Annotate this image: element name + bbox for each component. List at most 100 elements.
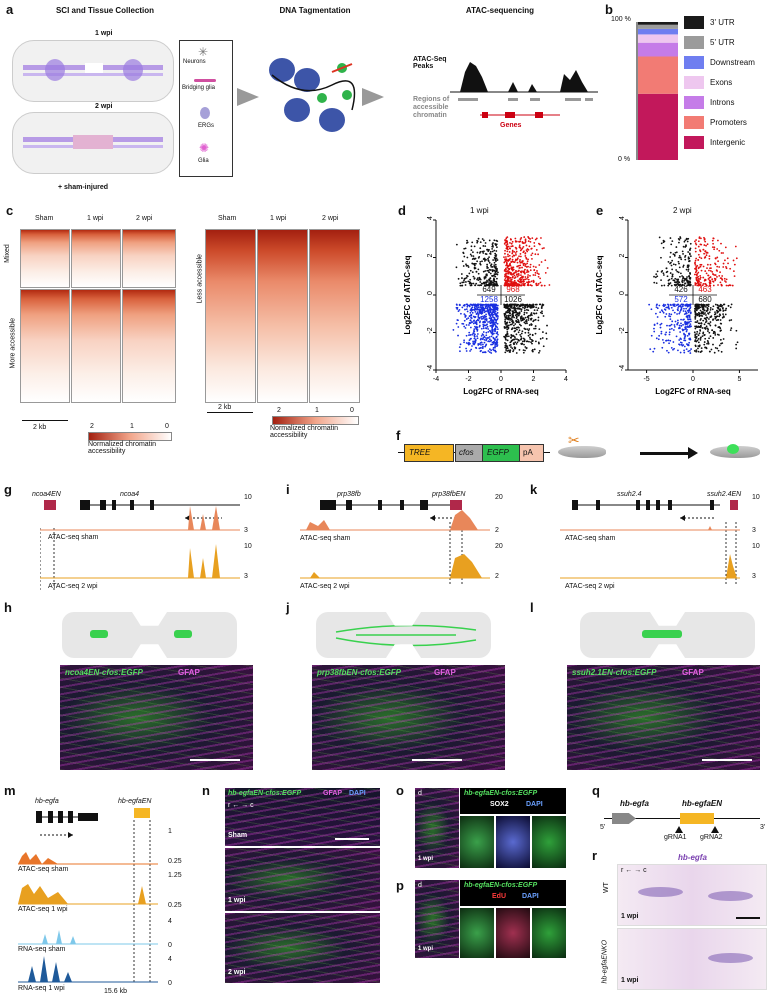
scatter-point <box>517 331 520 334</box>
cell-legend-box: ✳ Neurons Bridging glia ERGs ✺ Glia <box>179 40 233 177</box>
scatter-point <box>510 317 513 319</box>
scatter-point <box>694 325 696 328</box>
scatter-point <box>455 243 458 246</box>
scatter-point <box>509 273 512 275</box>
scatter-point <box>723 277 726 280</box>
r-time-ko: 1 wpi <box>621 977 639 984</box>
scatter-point <box>469 319 472 322</box>
scatter-point <box>511 269 514 271</box>
i-max2: 20 <box>495 543 503 550</box>
scatter-point <box>688 281 691 284</box>
scatter-point <box>474 325 476 328</box>
scatter-point <box>697 325 700 328</box>
scatter-point <box>703 252 706 255</box>
h-scale-bar <box>190 759 240 761</box>
scatter-point <box>541 331 544 333</box>
scatter-point <box>695 350 698 353</box>
scatter-point <box>732 270 735 272</box>
scatter-point <box>474 310 477 313</box>
scatter-point <box>514 314 517 317</box>
scatter-point <box>509 317 512 320</box>
scatter-point <box>495 257 498 260</box>
scatter-point <box>720 252 723 254</box>
scatter-point <box>688 309 691 312</box>
scatter-point <box>545 332 548 335</box>
scatter-point <box>516 328 518 331</box>
scatter-point <box>516 265 518 268</box>
panel-label-r: r <box>592 848 598 863</box>
scatter-point <box>512 321 515 324</box>
scatter-point <box>661 338 664 341</box>
heatmap-mixed-2wpi <box>122 229 176 288</box>
scatter-point <box>474 303 477 306</box>
scatter-point <box>688 332 691 335</box>
scatter-point <box>661 346 664 349</box>
scatter-point <box>476 318 479 321</box>
scatter-point <box>509 279 512 281</box>
scatter-point <box>727 304 730 307</box>
scatter-point <box>685 238 688 241</box>
scatter-point <box>714 311 716 314</box>
scatter-point <box>518 339 520 342</box>
scatter-point <box>653 330 656 333</box>
scatter-point <box>688 252 691 255</box>
scatter-point <box>505 258 508 261</box>
scatter-point <box>669 315 672 318</box>
scatter-point <box>460 312 462 315</box>
scatter-point <box>675 304 678 307</box>
scatter-point <box>473 245 476 248</box>
scatter-point <box>729 329 732 332</box>
b-ybottom: 0 % <box>618 156 631 163</box>
heatmap-less-1wpi <box>257 229 308 403</box>
scatter-point <box>489 325 492 327</box>
scatter-point <box>483 250 485 253</box>
scatter-point <box>535 340 537 343</box>
scatter-point <box>669 318 672 321</box>
scatter-point <box>468 341 470 344</box>
scatter-point <box>519 240 522 243</box>
scatter-point <box>679 272 682 275</box>
scatter-point <box>708 255 711 258</box>
scatter-point <box>526 315 529 318</box>
scatter-point <box>682 318 685 321</box>
q-en-box <box>680 813 714 824</box>
scatter-point <box>467 266 470 268</box>
scatter-point <box>471 306 474 309</box>
scatter-point <box>713 248 716 251</box>
scatter-point <box>516 307 518 310</box>
scatter-point <box>653 347 656 350</box>
scatter-point <box>469 281 472 284</box>
scatter-point <box>464 315 467 318</box>
scatter-point <box>478 347 481 350</box>
scatter-point <box>704 346 707 349</box>
scatter-point <box>509 349 512 352</box>
sham-label: + sham-injured <box>58 184 108 191</box>
scatter-point <box>480 343 482 346</box>
scatter-point <box>682 266 685 268</box>
scatter-point <box>455 266 458 269</box>
x-tick-label: -4 <box>433 376 439 383</box>
scatter-point <box>487 284 490 287</box>
scatter-point <box>705 244 707 247</box>
scatter-point <box>520 248 523 251</box>
y-tick-label: 0 <box>427 291 434 295</box>
r-image-ko: 1 wpi <box>617 928 767 990</box>
p-header: hb-egfaEN-cfos:EGFP EdU DAPI <box>460 880 566 906</box>
scatter-point <box>515 310 517 313</box>
scatter-point <box>485 324 488 326</box>
scatter-point <box>510 328 513 331</box>
scatter-point <box>688 315 691 318</box>
scatter-point <box>719 330 722 332</box>
scatter-point <box>486 306 489 309</box>
scatter-point <box>467 317 470 320</box>
scatter-point <box>680 258 683 261</box>
scatter-point <box>505 259 508 262</box>
scatter-point <box>717 284 719 286</box>
scatter-point <box>695 268 698 271</box>
scatter-point <box>665 271 668 274</box>
scatter-point <box>540 237 542 239</box>
scatter-point <box>698 256 701 259</box>
scatter-point <box>516 338 518 341</box>
scatter-point <box>505 321 508 324</box>
r-axis: r ← → c <box>621 867 647 874</box>
